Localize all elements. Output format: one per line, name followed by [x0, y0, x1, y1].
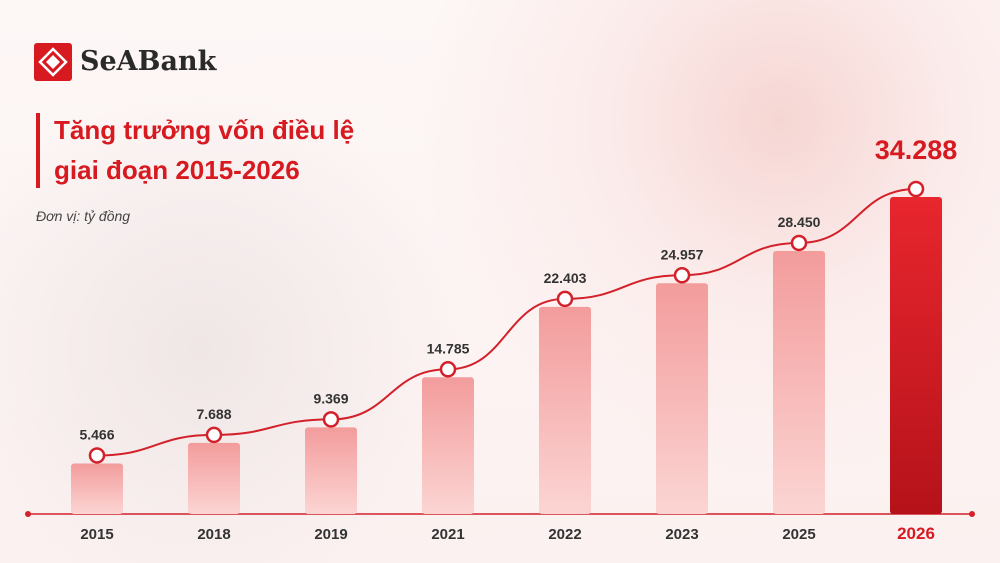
point — [790, 234, 808, 252]
baseline-dot — [25, 511, 31, 517]
bar — [188, 442, 240, 514]
x-tick-label: 2018 — [197, 526, 230, 543]
x-tick-label: 2025 — [782, 526, 815, 543]
bar — [422, 377, 474, 514]
x-tick-label: 2019 — [314, 526, 347, 543]
point — [439, 361, 457, 378]
point — [556, 290, 574, 308]
subtitle: Đơn vị: tỷ đồng — [36, 208, 131, 224]
bar — [656, 283, 708, 514]
accent — [36, 113, 40, 188]
x-tick-label: 2023 — [665, 526, 698, 543]
point — [88, 447, 106, 464]
x-tick-label: 2021 — [431, 526, 464, 543]
point — [322, 411, 340, 428]
x-tick-label: 2022 — [548, 526, 581, 543]
point — [907, 180, 925, 198]
x-tick-label: 2015 — [80, 526, 113, 543]
value-label: 7.688 — [196, 406, 231, 422]
x-tick-label: 2026 — [897, 524, 935, 543]
point — [673, 267, 691, 284]
value-label: 34.288 — [875, 135, 958, 165]
logo — [34, 43, 72, 81]
value-label: 5.466 — [79, 426, 114, 442]
baseline-dot — [969, 511, 975, 517]
value-label: 9.369 — [313, 390, 348, 406]
value-label: 22.403 — [544, 270, 587, 286]
bar — [539, 306, 591, 514]
value-label: 28.450 — [778, 214, 821, 230]
bar — [773, 250, 825, 514]
bar — [305, 427, 357, 514]
bar — [890, 197, 942, 514]
point — [205, 426, 223, 444]
value-label: 24.957 — [661, 246, 704, 262]
brand: SeABank — [80, 46, 217, 77]
chart-title: Tăng trưởng vốn điều lệ giai đoạn 2015-2… — [54, 115, 355, 185]
bar — [71, 463, 123, 514]
value-label: 14.785 — [427, 340, 470, 356]
